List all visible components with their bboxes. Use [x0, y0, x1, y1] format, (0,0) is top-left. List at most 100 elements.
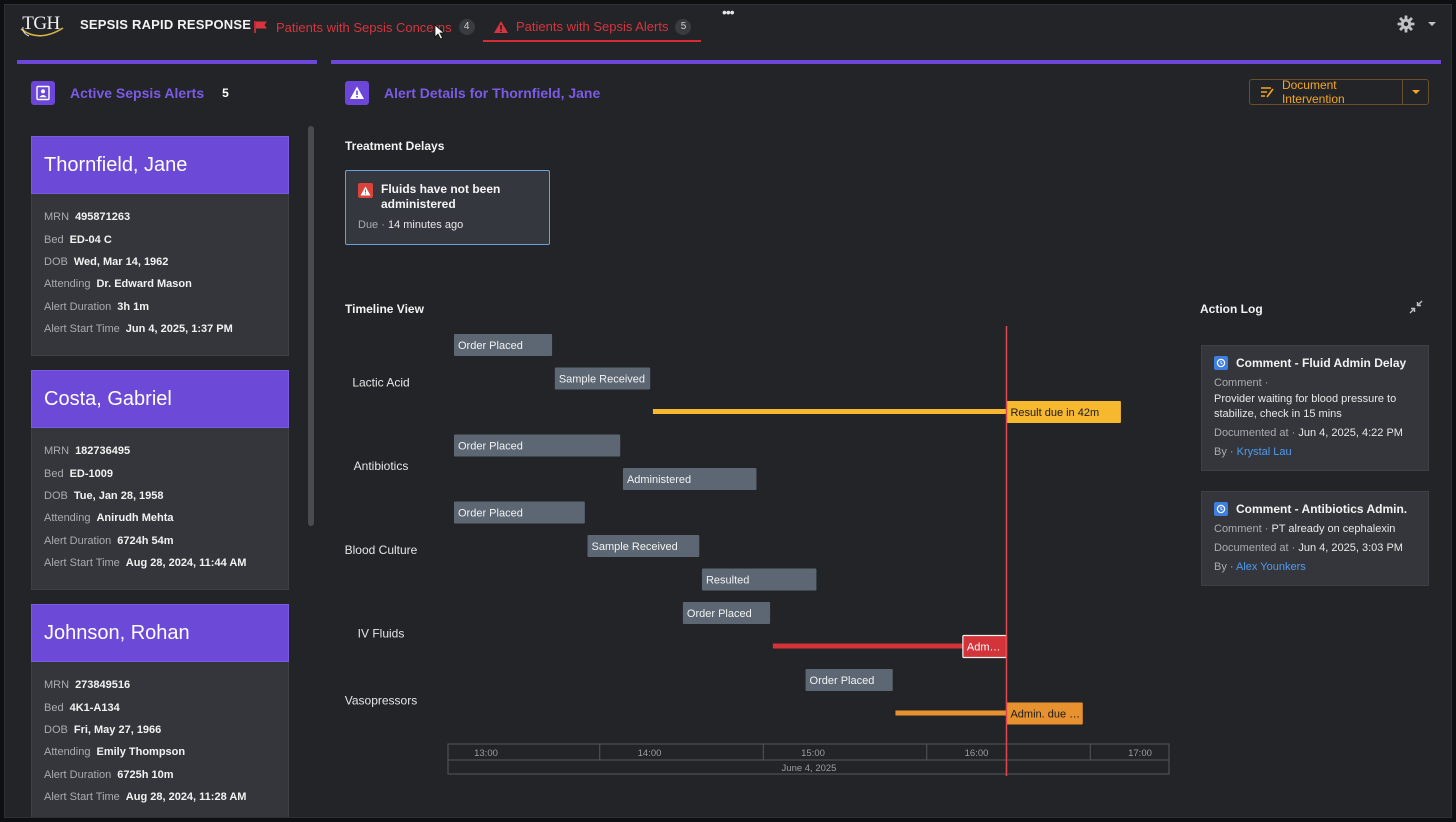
bed-value: 4K1-A134	[69, 701, 120, 714]
start-time-label: Alert Start Time	[44, 791, 120, 804]
timeline-bar-label: Order Placed	[458, 508, 523, 520]
action-log-entry[interactable]: Comment - Antibiotics Admin. Comment · P…	[1201, 491, 1429, 586]
dob-label: DOB	[44, 489, 68, 502]
documented-label: Documented at	[1214, 427, 1289, 439]
patient-badge-icon	[31, 81, 55, 105]
panel-header: Alert Details for Thornfield, Jane	[345, 80, 600, 106]
tab-sepsis-concerns[interactable]: Patients with Sepsis Concerns 4	[253, 13, 475, 41]
timeline-group-label: Vasopressors	[345, 694, 417, 708]
duration-value: 3h 1m	[117, 300, 150, 313]
document-intervention-dropdown[interactable]	[1402, 80, 1428, 104]
tab-count-badge: 5	[675, 18, 692, 35]
timeline-bar	[622, 468, 757, 490]
start-time-label: Alert Start Time	[44, 557, 120, 570]
alert-details-panel: Alert Details for Thornfield, Jane Docum…	[331, 60, 1441, 817]
mrn-label: MRN	[44, 679, 70, 692]
attending-value: Emily Thompson	[96, 746, 186, 759]
tab-label: Patients with Sepsis Concerns	[276, 19, 452, 35]
start-time-value: Aug 28, 2024, 11:28 AM	[125, 791, 247, 804]
by-label: By	[1214, 561, 1227, 573]
patient-details: MRN 273849516 Bed 4K1-A134 DOB Fri, May 27,…	[31, 662, 289, 817]
logo-swoosh-icon	[20, 26, 64, 37]
mrn-label: MRN	[44, 211, 70, 224]
timeline-status-tag	[1006, 401, 1121, 423]
comment-text: Provider waiting for blood pressure to s…	[1214, 393, 1397, 420]
drag-handle-icon[interactable]: •••	[722, 4, 735, 20]
patient-details: MRN 495871263 Bed ED-04 C DOB Wed, Mar 14, …	[31, 194, 289, 356]
attending-label: Attending	[44, 278, 91, 291]
tab-sepsis-alerts[interactable]: Patients with Sepsis Alerts 5	[483, 13, 702, 42]
timeline-status-label: Admin. due …	[1010, 709, 1080, 721]
bed-label: Bed	[44, 701, 64, 714]
caret-down-icon	[1411, 90, 1420, 94]
timeline-bar	[682, 602, 771, 624]
comment-label: Comment	[1214, 523, 1262, 535]
patient-name: Thornfield, Jane	[31, 136, 289, 194]
timeline-bar-label: Sample Received	[592, 541, 678, 553]
patient-name: Costa, Gabriel	[31, 370, 289, 428]
start-time-value: Jun 4, 2025, 1:37 PM	[125, 323, 233, 336]
timeline-bar-label: Sample Received	[559, 374, 645, 386]
timeline-bar	[454, 334, 553, 356]
document-intervention-main[interactable]: Document Intervention	[1250, 78, 1402, 106]
app-title: SEPSIS RAPID RESPONSE	[80, 17, 252, 32]
timeline-tick-label: 13:00	[474, 748, 498, 759]
tab-label: Patients with Sepsis Alerts	[516, 19, 669, 34]
timeline-view-title: Timeline View	[345, 302, 424, 316]
timeline-chart: Order Placed Sample Received Result due in…	[331, 326, 1191, 776]
timeline-group-label: Lactic Acid	[352, 375, 409, 389]
attending-value: Anirudh Mehta	[96, 512, 174, 525]
active-alerts-panel: Active Sepsis Alerts 5 Thornfield, Jane …	[17, 60, 317, 817]
mrn-value: 495871263	[75, 211, 131, 224]
collapse-icon[interactable]	[1409, 300, 1423, 314]
timeline-tick-label: 17:00	[1128, 748, 1152, 759]
timeline-status-label: Adm…	[967, 642, 1001, 654]
dob-value: Wed, Mar 14, 1962	[73, 255, 169, 268]
logo-text: TGH	[22, 13, 60, 34]
warning-icon	[345, 81, 369, 105]
comment-label: Comment	[1214, 377, 1262, 389]
dob-value: Fri, May 27, 1966	[73, 723, 162, 736]
mrn-label: MRN	[44, 445, 70, 458]
timeline-pending-line	[772, 643, 963, 649]
patient-card[interactable]: Thornfield, Jane MRN 495871263 Bed ED-04 C…	[31, 136, 289, 356]
bed-value: ED-04 C	[69, 233, 112, 246]
timeline-bar	[454, 434, 621, 457]
patient-card[interactable]: Johnson, Rohan MRN 273849516 Bed 4K1-A134 …	[31, 604, 289, 817]
author-link[interactable]: Krystal Lau	[1236, 446, 1292, 458]
mrn-value: 182736495	[75, 445, 131, 458]
patient-card-list: Thornfield, Jane MRN 495871263 Bed ED-04 C…	[31, 136, 289, 817]
timeline-tick-label: 15:00	[801, 748, 825, 759]
timeline-date-label: June 4, 2025	[782, 763, 837, 774]
alert-count: 5	[222, 86, 229, 100]
patient-card[interactable]: Costa, Gabriel MRN 182736495 Bed ED-1009 D…	[31, 370, 289, 590]
mrn-value: 273849516	[75, 679, 131, 692]
attending-label: Attending	[44, 746, 91, 759]
start-time-value: Aug 28, 2024, 11:44 AM	[125, 557, 247, 570]
timeline-bar	[554, 367, 651, 390]
patient-details: MRN 182736495 Bed ED-1009 DOB Tue, Jan 28, …	[31, 428, 289, 590]
timeline-group-label: Antibiotics	[354, 459, 409, 473]
comment-text: PT already on cephalexin	[1271, 523, 1396, 535]
author-link[interactable]: Alex Younkers	[1236, 561, 1306, 573]
timeline-bar-label: Order Placed	[810, 675, 875, 687]
action-log-title: Action Log	[1200, 302, 1263, 316]
gear-icon[interactable]	[1395, 13, 1417, 35]
timeline-svg: Order Placed Sample Received Result due in…	[345, 326, 1170, 776]
log-entry-title: Comment - Antibiotics Admin.	[1236, 502, 1408, 516]
document-intervention-button[interactable]: Document Intervention	[1249, 78, 1429, 106]
chevron-down-icon[interactable]	[1425, 13, 1439, 35]
timeline-axis-box	[447, 743, 1170, 775]
treatment-delay-card[interactable]: Fluids have not been administered Due · …	[345, 170, 550, 245]
timeline-status-tag	[1006, 702, 1083, 725]
treatment-delays-title: Treatment Delays	[345, 139, 445, 153]
comment-clock-icon	[1214, 502, 1228, 516]
scrollbar[interactable]	[308, 126, 314, 526]
documented-value: Jun 4, 2025, 4:22 PM	[1298, 427, 1403, 439]
action-log-entry[interactable]: Comment - Fluid Admin Delay Comment · Pr…	[1201, 345, 1429, 471]
document-intervention-label: Document Intervention	[1281, 78, 1345, 106]
timeline-status-label: Result due in 42m	[1010, 407, 1099, 419]
by-label: By	[1214, 446, 1227, 458]
documented-label: Documented at	[1214, 542, 1289, 554]
edit-list-icon	[1261, 87, 1274, 98]
